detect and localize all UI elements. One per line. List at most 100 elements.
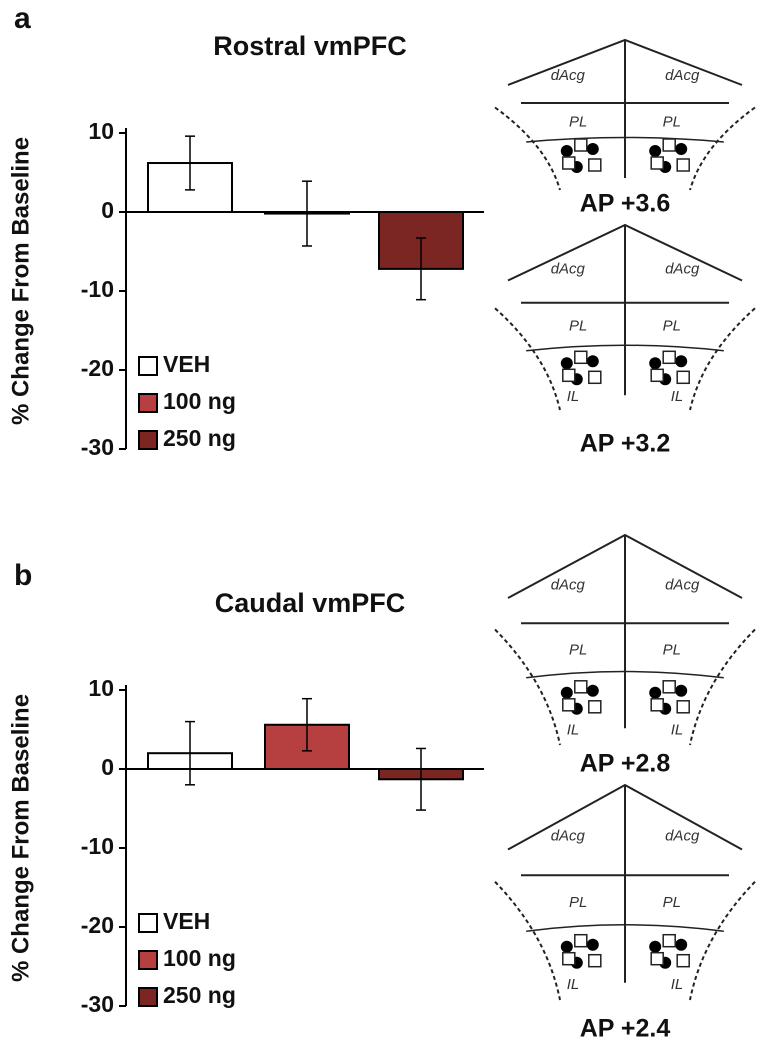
legend-label: VEH — [163, 351, 210, 377]
section-label: AP +3.6 — [580, 190, 671, 218]
region-label: dAcg — [551, 260, 586, 277]
y-tick-label: -30 — [81, 434, 114, 460]
site-marker — [649, 686, 662, 699]
chart-title: Rostral vmPFC — [213, 31, 407, 61]
y-tick-label: -10 — [81, 833, 114, 859]
chart-title: Caudal vmPFC — [215, 588, 406, 618]
site-marker — [650, 951, 664, 966]
section-curve — [494, 106, 756, 191]
y-tick-label: 10 — [88, 675, 114, 701]
legend-swatch — [138, 430, 158, 450]
site-marker — [588, 370, 602, 385]
region-label: IL — [567, 976, 580, 993]
region-label: PL — [663, 318, 681, 335]
site-marker — [649, 145, 662, 157]
region-label: IL — [567, 388, 580, 405]
site-marker — [650, 156, 664, 170]
section-boundary — [526, 924, 724, 932]
region-label: dAcg — [551, 828, 586, 845]
site-marker — [574, 138, 588, 152]
region-label: dAcg — [665, 260, 700, 277]
region-label: IL — [671, 976, 684, 993]
region-label: PL — [663, 113, 681, 130]
site-marker — [560, 145, 573, 157]
site-marker — [586, 143, 599, 155]
error-bar — [185, 135, 195, 191]
site-marker — [675, 355, 688, 368]
legend-swatch — [138, 913, 158, 933]
site-marker — [676, 370, 690, 385]
site-marker — [560, 940, 573, 953]
brain-section — [494, 783, 756, 1001]
brain-section — [494, 533, 756, 746]
region-label: IL — [671, 721, 684, 738]
site-marker — [675, 938, 688, 951]
legend-swatch — [138, 356, 158, 376]
site-marker — [676, 700, 690, 714]
site-marker — [662, 680, 676, 694]
site-marker — [650, 698, 664, 712]
region-label: IL — [671, 388, 684, 405]
site-marker — [562, 368, 576, 383]
error-bar — [185, 720, 195, 786]
region-label: IL — [567, 721, 580, 738]
section-curve — [494, 881, 756, 1001]
legend-swatch — [138, 987, 158, 1007]
section-boundary — [526, 344, 724, 352]
legend-label: 100 ng — [163, 945, 236, 971]
legend-label: 250 ng — [163, 425, 236, 451]
section-label: AP +3.2 — [580, 430, 671, 458]
site-marker — [562, 698, 576, 712]
section-label: AP +2.8 — [580, 750, 671, 778]
y-axis-label: % Change From Baseline — [7, 137, 34, 425]
site-marker — [560, 357, 573, 370]
site-marker — [586, 938, 599, 951]
region-label: PL — [569, 113, 587, 130]
site-marker — [649, 940, 662, 953]
legend-label: 250 ng — [163, 982, 236, 1008]
site-marker — [586, 355, 599, 368]
site-marker — [676, 158, 690, 172]
region-label: PL — [569, 641, 587, 658]
site-marker — [588, 158, 602, 172]
site-marker — [675, 143, 688, 155]
error-bar — [302, 697, 312, 752]
site-marker — [588, 953, 602, 968]
legend-swatch — [138, 393, 158, 413]
section-boundary — [526, 136, 724, 143]
site-marker — [574, 680, 588, 694]
site-marker — [662, 138, 676, 152]
site-marker — [574, 350, 588, 365]
y-tick-label: 10 — [88, 118, 114, 144]
panel-label: a — [14, 2, 31, 35]
region-label: dAcg — [665, 576, 700, 593]
site-marker — [650, 368, 664, 383]
site-marker — [588, 700, 602, 714]
legend-label: 100 ng — [163, 388, 236, 414]
region-label: PL — [569, 894, 587, 911]
panel-label: b — [14, 559, 32, 592]
brain-section — [494, 38, 756, 191]
brain-section — [494, 223, 756, 411]
y-axis-label: % Change From Baseline — [7, 694, 34, 982]
site-marker — [662, 350, 676, 365]
section-boundary — [526, 670, 724, 679]
y-tick-label: 0 — [101, 197, 114, 223]
site-marker — [649, 357, 662, 370]
y-tick-label: -10 — [81, 276, 114, 302]
legend-swatch — [138, 950, 158, 970]
region-label: PL — [569, 318, 587, 335]
region-label: dAcg — [551, 576, 586, 593]
y-tick-label: 0 — [101, 754, 114, 780]
site-marker — [574, 933, 588, 948]
legend-label: VEH — [163, 908, 210, 934]
site-marker — [562, 951, 576, 966]
region-label: PL — [663, 894, 681, 911]
region-label: dAcg — [551, 67, 586, 84]
region-label: dAcg — [665, 828, 700, 845]
section-label: AP +2.4 — [580, 1015, 671, 1043]
error-bar — [416, 237, 426, 301]
site-marker — [662, 933, 676, 948]
site-marker — [675, 684, 688, 697]
